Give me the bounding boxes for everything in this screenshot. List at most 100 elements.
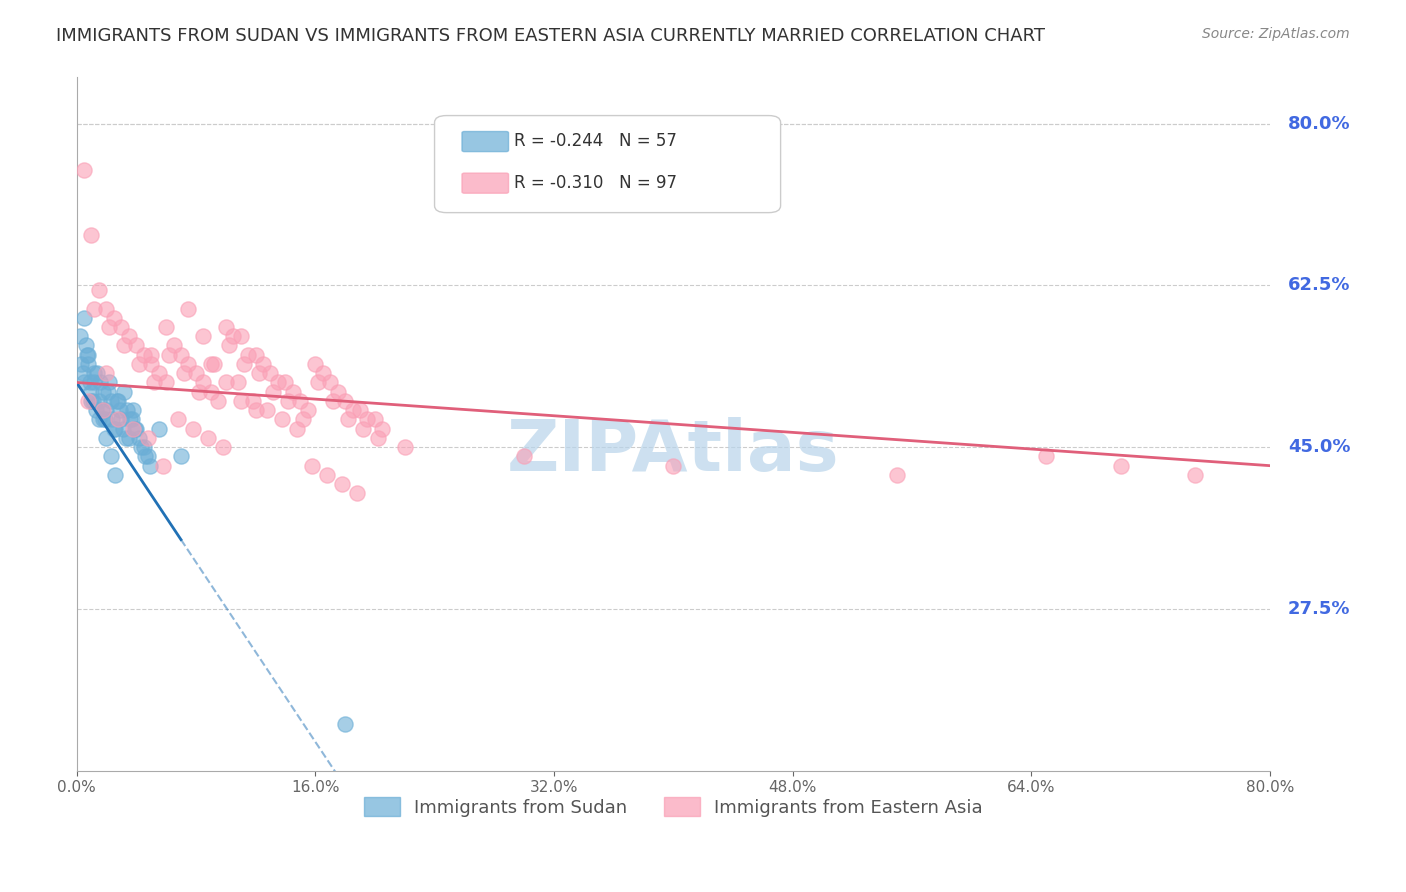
Immigrants from Eastern Asia: [173, 366, 195, 380]
Immigrants from Eastern Asia: [103, 310, 125, 325]
Immigrants from Eastern Asia: [304, 357, 326, 371]
Text: 62.5%: 62.5%: [1288, 277, 1350, 294]
Immigrants from Sudan: [73, 376, 96, 390]
Immigrants from Sudan: [138, 458, 160, 473]
Immigrants from Sudan: [121, 412, 143, 426]
Immigrants from Sudan: [70, 357, 93, 371]
Immigrants from Eastern Asia: [193, 329, 215, 343]
Immigrants from Sudan: [129, 440, 152, 454]
Immigrants from Sudan: [333, 717, 356, 731]
Immigrants from Sudan: [136, 450, 159, 464]
Immigrants from Eastern Asia: [167, 412, 190, 426]
Text: R = -0.244   N = 57: R = -0.244 N = 57: [515, 132, 678, 150]
Immigrants from Eastern Asia: [215, 376, 238, 390]
Immigrants from Eastern Asia: [346, 486, 368, 500]
Immigrants from Eastern Asia: [73, 162, 96, 177]
Immigrants from Eastern Asia: [193, 376, 215, 390]
Immigrants from Eastern Asia: [281, 384, 304, 399]
Immigrants from Eastern Asia: [232, 357, 254, 371]
Immigrants from Eastern Asia: [297, 403, 319, 417]
Immigrants from Eastern Asia: [267, 376, 290, 390]
Immigrants from Eastern Asia: [98, 320, 121, 334]
Immigrants from Sudan: [97, 384, 120, 399]
Immigrants from Eastern Asia: [181, 422, 204, 436]
Immigrants from Sudan: [83, 366, 105, 380]
Immigrants from Eastern Asia: [259, 366, 281, 380]
Immigrants from Eastern Asia: [170, 348, 193, 362]
Immigrants from Eastern Asia: [242, 394, 264, 409]
Immigrants from Sudan: [110, 412, 132, 426]
Immigrants from Eastern Asia: [157, 348, 180, 362]
FancyBboxPatch shape: [434, 116, 780, 212]
Immigrants from Sudan: [82, 394, 104, 409]
Immigrants from Eastern Asia: [274, 376, 297, 390]
Immigrants from Eastern Asia: [292, 412, 315, 426]
Immigrants from Sudan: [73, 310, 96, 325]
Immigrants from Sudan: [79, 376, 101, 390]
Immigrants from Eastern Asia: [1109, 458, 1132, 473]
Immigrants from Sudan: [83, 376, 105, 390]
Immigrants from Eastern Asia: [107, 412, 129, 426]
Immigrants from Eastern Asia: [155, 376, 177, 390]
Immigrants from Sudan: [98, 376, 121, 390]
Immigrants from Eastern Asia: [337, 412, 360, 426]
FancyBboxPatch shape: [463, 131, 509, 152]
Immigrants from Eastern Asia: [394, 440, 416, 454]
Immigrants from Eastern Asia: [1035, 450, 1057, 464]
Immigrants from Eastern Asia: [352, 422, 374, 436]
Immigrants from Sudan: [100, 450, 122, 464]
Immigrants from Eastern Asia: [247, 366, 270, 380]
Immigrants from Eastern Asia: [271, 412, 294, 426]
Immigrants from Sudan: [87, 412, 110, 426]
Immigrants from Eastern Asia: [202, 357, 225, 371]
Immigrants from Eastern Asia: [184, 366, 207, 380]
Immigrants from Sudan: [124, 422, 146, 436]
Immigrants from Sudan: [69, 329, 91, 343]
Immigrants from Sudan: [122, 403, 145, 417]
Immigrants from Sudan: [103, 422, 125, 436]
FancyBboxPatch shape: [463, 173, 509, 194]
Immigrants from Eastern Asia: [371, 422, 394, 436]
Text: R = -0.310   N = 97: R = -0.310 N = 97: [515, 174, 678, 192]
Immigrants from Sudan: [104, 422, 127, 436]
Immigrants from Eastern Asia: [77, 394, 100, 409]
Immigrants from Eastern Asia: [311, 366, 333, 380]
Immigrants from Sudan: [105, 394, 128, 409]
Immigrants from Eastern Asia: [236, 348, 259, 362]
Immigrants from Sudan: [117, 403, 139, 417]
Immigrants from Sudan: [94, 412, 117, 426]
Immigrants from Eastern Asia: [513, 450, 536, 464]
Immigrants from Eastern Asia: [187, 384, 209, 399]
Legend: Immigrants from Sudan, Immigrants from Eastern Asia: Immigrants from Sudan, Immigrants from E…: [357, 790, 990, 824]
Immigrants from Eastern Asia: [110, 320, 132, 334]
Immigrants from Sudan: [170, 450, 193, 464]
Immigrants from Sudan: [148, 422, 170, 436]
Immigrants from Eastern Asia: [155, 320, 177, 334]
Immigrants from Eastern Asia: [364, 412, 387, 426]
Immigrants from Eastern Asia: [356, 412, 378, 426]
Immigrants from Eastern Asia: [118, 329, 141, 343]
Text: 80.0%: 80.0%: [1288, 115, 1350, 133]
Immigrants from Eastern Asia: [333, 394, 356, 409]
Immigrants from Eastern Asia: [301, 458, 323, 473]
Immigrants from Eastern Asia: [80, 227, 103, 242]
Immigrants from Eastern Asia: [200, 384, 222, 399]
Immigrants from Sudan: [100, 394, 122, 409]
Immigrants from Eastern Asia: [162, 338, 184, 352]
Text: IMMIGRANTS FROM SUDAN VS IMMIGRANTS FROM EASTERN ASIA CURRENTLY MARRIED CORRELAT: IMMIGRANTS FROM SUDAN VS IMMIGRANTS FROM…: [56, 27, 1045, 45]
Immigrants from Eastern Asia: [326, 384, 349, 399]
Immigrants from Eastern Asia: [349, 403, 371, 417]
Immigrants from Sudan: [93, 384, 115, 399]
Immigrants from Sudan: [76, 348, 98, 362]
Immigrants from Eastern Asia: [211, 440, 233, 454]
Immigrants from Sudan: [77, 348, 100, 362]
Immigrants from Eastern Asia: [207, 394, 229, 409]
Immigrants from Sudan: [89, 376, 111, 390]
Immigrants from Eastern Asia: [200, 357, 222, 371]
Immigrants from Eastern Asia: [139, 357, 162, 371]
Immigrants from Sudan: [132, 440, 155, 454]
Immigrants from Eastern Asia: [83, 301, 105, 316]
Immigrants from Sudan: [90, 403, 112, 417]
Immigrants from Eastern Asia: [886, 467, 908, 482]
Immigrants from Eastern Asia: [1184, 467, 1206, 482]
